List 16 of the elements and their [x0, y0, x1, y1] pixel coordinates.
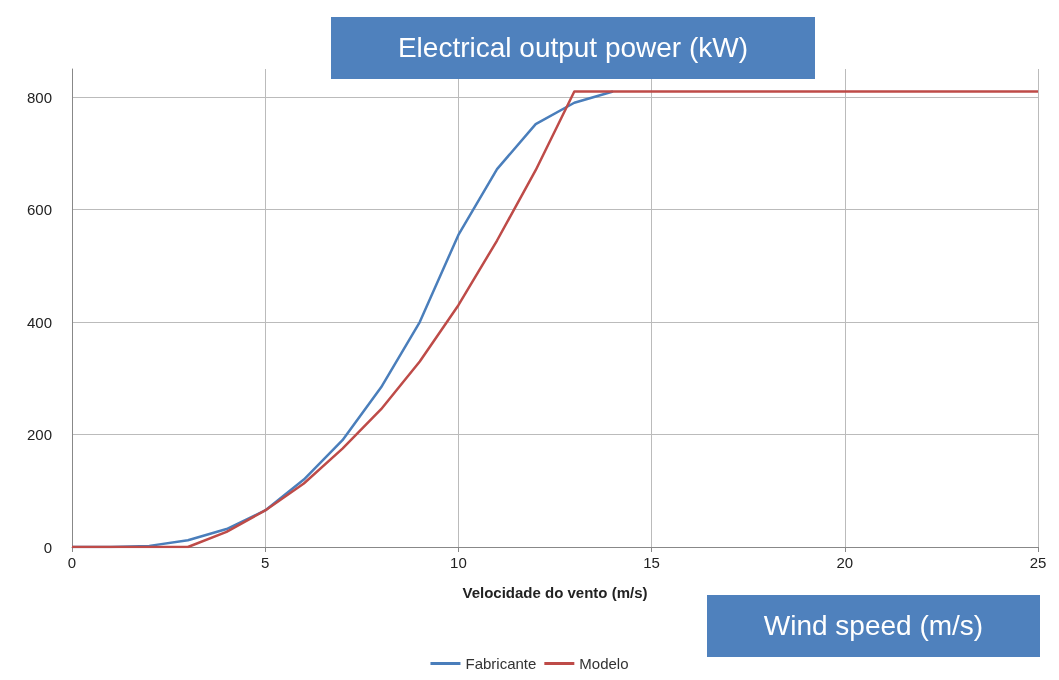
x-axis-title: Velocidade do vento (m/s) [462, 584, 648, 601]
y-tick-label: 800 [26, 88, 52, 106]
caption-box: Wind speed (m/s) [707, 595, 1040, 657]
x-tick-label: 15 [643, 554, 660, 571]
y-tick-label: 600 [26, 201, 52, 219]
legend-label: Fabricante [465, 655, 537, 672]
legend-label: Modelo [579, 655, 629, 672]
x-tick-label: 25 [1029, 554, 1047, 571]
y-tick-label: 400 [26, 313, 52, 331]
x-tick-label: 0 [67, 554, 77, 571]
caption-box: Electrical output power (kW) [331, 17, 815, 79]
x-tick-label: 10 [450, 554, 467, 571]
y-tick-label: 0 [43, 538, 52, 556]
x-tick-label: 20 [836, 554, 854, 571]
y-tick-label: 200 [26, 426, 52, 444]
x-tick-label: 5 [261, 554, 270, 571]
